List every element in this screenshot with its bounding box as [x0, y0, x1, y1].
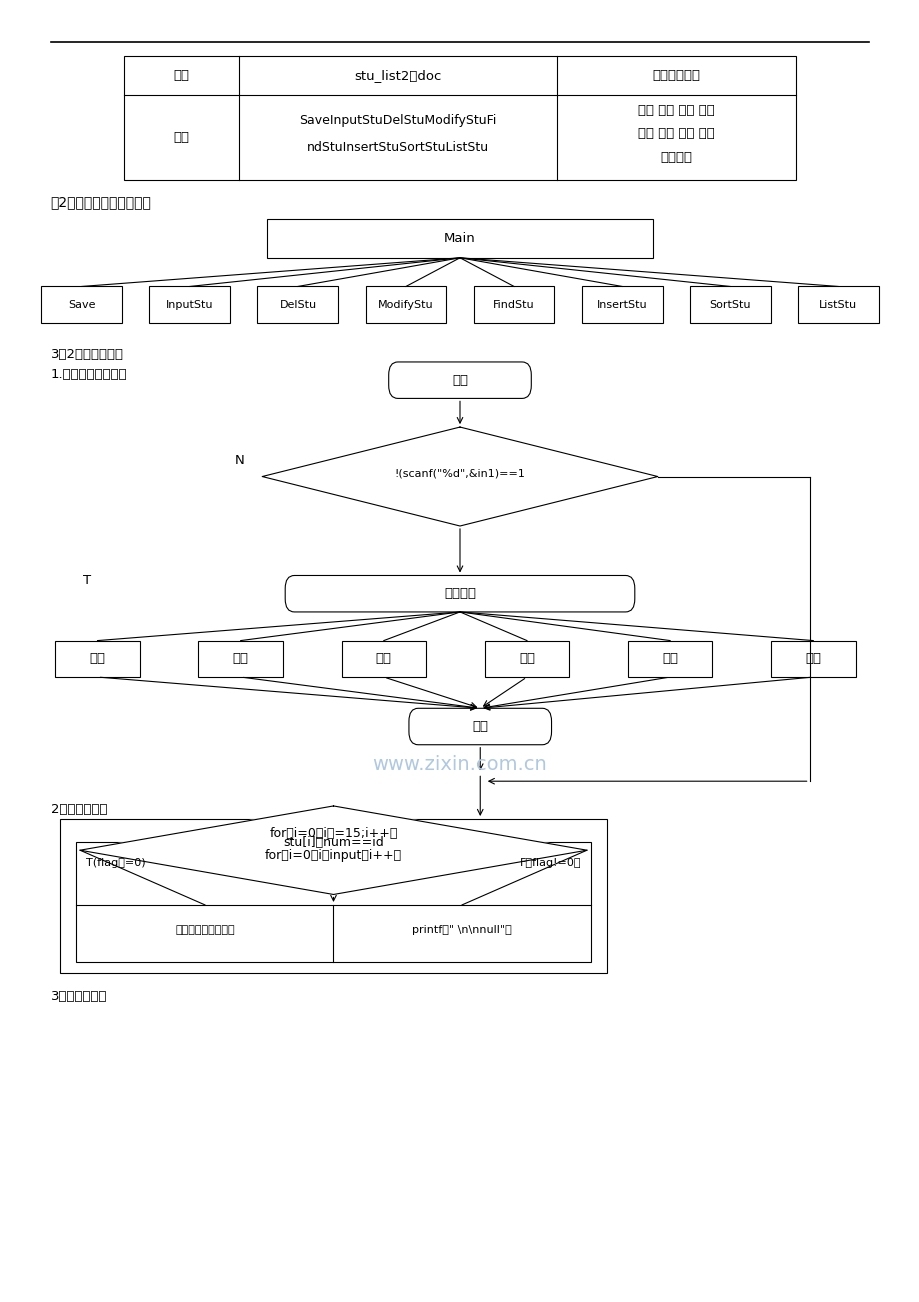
Text: 3、查询模块：: 3、查询模块： [51, 990, 107, 1003]
Text: stu[i]。num==id: stu[i]。num==id [283, 836, 383, 849]
Text: 输出修改后学生信息: 输出修改后学生信息 [175, 924, 234, 935]
Text: 查找 插入 排序 显示: 查找 插入 排序 显示 [637, 126, 714, 139]
Text: 函数: 函数 [174, 132, 189, 143]
Text: 保存学生信息: 保存学生信息 [652, 69, 699, 82]
Text: for（i=0；i〈input；i++）: for（i=0；i〈input；i++） [265, 849, 402, 862]
FancyBboxPatch shape [473, 286, 554, 323]
Polygon shape [262, 427, 657, 526]
Text: 文件: 文件 [174, 69, 189, 82]
Text: N: N [234, 454, 244, 467]
Text: !(scanf("%d",&in1)==1: !(scanf("%d",&in1)==1 [394, 469, 525, 479]
Text: 开始: 开始 [451, 374, 468, 387]
FancyBboxPatch shape [55, 641, 140, 677]
FancyBboxPatch shape [770, 641, 855, 677]
FancyBboxPatch shape [76, 842, 590, 962]
FancyBboxPatch shape [389, 362, 531, 398]
Text: for（i=0；i〈=15;i++）: for（i=0；i〈=15;i++） [269, 827, 397, 840]
Polygon shape [80, 806, 586, 894]
Text: Main: Main [444, 232, 475, 245]
FancyBboxPatch shape [257, 286, 338, 323]
Text: 插入: 插入 [376, 652, 391, 665]
Text: 1.总体模块流程图：: 1.总体模块流程图： [51, 368, 127, 381]
Text: 【2】系统模块调用层次图: 【2】系统模块调用层次图 [51, 195, 152, 208]
FancyBboxPatch shape [797, 286, 878, 323]
Text: ndStuInsertStuSortStuListStu: ndStuInsertStuSortStuListStu [307, 141, 488, 154]
FancyBboxPatch shape [581, 286, 662, 323]
Text: T: T [84, 574, 91, 587]
Text: stu_list2。doc: stu_list2。doc [354, 69, 441, 82]
Text: SortStu: SortStu [709, 299, 750, 310]
FancyBboxPatch shape [41, 286, 122, 323]
FancyBboxPatch shape [124, 56, 795, 180]
FancyBboxPatch shape [149, 286, 230, 323]
Text: ModifyStu: ModifyStu [378, 299, 434, 310]
FancyBboxPatch shape [689, 286, 770, 323]
Text: T(flag！=0): T(flag！=0) [85, 858, 145, 868]
Text: InputStu: InputStu [166, 299, 213, 310]
Text: 结束: 结束 [471, 720, 488, 733]
FancyBboxPatch shape [285, 575, 634, 612]
Text: 学生信息: 学生信息 [444, 587, 475, 600]
Text: DelStu: DelStu [279, 299, 316, 310]
FancyBboxPatch shape [341, 641, 425, 677]
Text: 删除: 删除 [518, 652, 534, 665]
Text: www.zixin.com.cn: www.zixin.com.cn [372, 755, 547, 773]
FancyBboxPatch shape [627, 641, 711, 677]
Text: 学生信息: 学生信息 [660, 151, 691, 164]
Text: 保存 录入 删除 修改: 保存 录入 删除 修改 [637, 104, 714, 117]
Text: Save: Save [68, 299, 96, 310]
FancyBboxPatch shape [199, 641, 283, 677]
FancyBboxPatch shape [60, 819, 607, 973]
Text: 保存: 保存 [804, 652, 821, 665]
Text: 3。2核心算法描述: 3。2核心算法描述 [51, 348, 123, 361]
Text: F（flag!=0）: F（flag!=0） [519, 858, 581, 868]
FancyBboxPatch shape [484, 641, 569, 677]
Text: 查询: 查询 [233, 652, 248, 665]
Text: InsertStu: InsertStu [596, 299, 647, 310]
FancyBboxPatch shape [408, 708, 551, 745]
Text: printf（" \n\nnull"）: printf（" \n\nnull"） [412, 924, 511, 935]
Text: ListStu: ListStu [818, 299, 857, 310]
FancyBboxPatch shape [365, 286, 446, 323]
Text: SaveInputStuDelStuModifyStuFi: SaveInputStuDelStuModifyStuFi [299, 115, 496, 126]
Text: FindStu: FindStu [493, 299, 534, 310]
Text: 修改: 修改 [89, 652, 106, 665]
Text: 排序: 排序 [662, 652, 677, 665]
FancyBboxPatch shape [267, 219, 652, 258]
Text: 2。修改模块：: 2。修改模块： [51, 803, 107, 816]
